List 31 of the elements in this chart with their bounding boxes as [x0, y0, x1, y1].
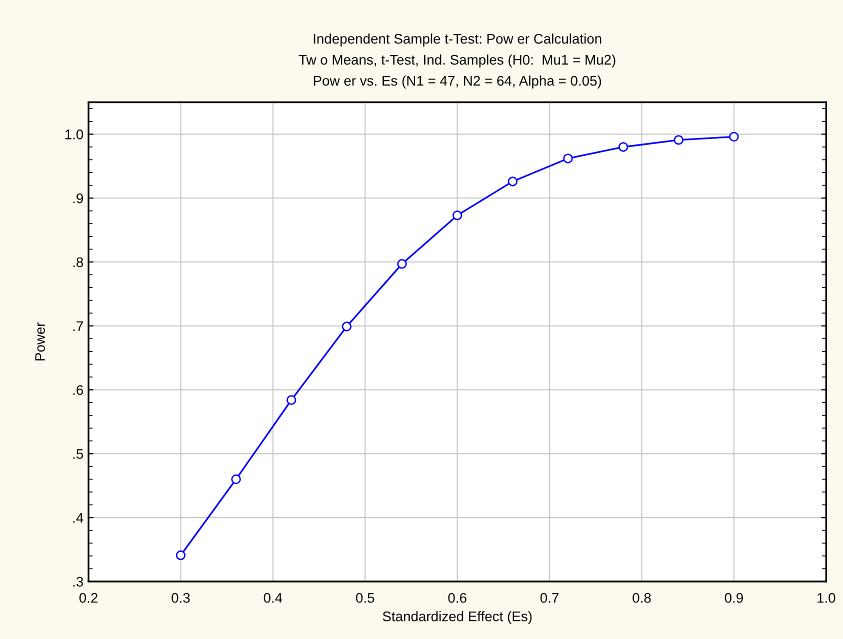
- y-tick-label: .5: [73, 449, 84, 459]
- x-tick-label: 0.6: [448, 592, 466, 603]
- x-tick-label: 0.3: [172, 592, 190, 603]
- point: [286, 395, 296, 405]
- y-tick-label: 1.0: [65, 130, 84, 140]
- point: [729, 132, 739, 142]
- point: [397, 259, 407, 269]
- y-axis-title: Power: [35, 322, 45, 360]
- x-tick-label: 0.7: [540, 592, 558, 603]
- y-tick-label: .9: [73, 193, 83, 204]
- x-tick-label: 0.2: [79, 592, 98, 603]
- point: [342, 322, 352, 332]
- y-tick-label: .4: [73, 513, 84, 523]
- point: [508, 176, 518, 186]
- point: [452, 210, 462, 220]
- x-tick-label: 1.0: [818, 592, 836, 603]
- point: [563, 154, 573, 164]
- chart-title: Independent Sample t-Test: Pow er Calculation Tw o Means, t-Test, Ind. Samples (H0: Mu1 = Mu2) Pow er vs. Es (N1 = 47, N2 = 64, Alpha = 0.05): [298, 34, 616, 88]
- point: [674, 135, 684, 145]
- x-tick-label: 0.4: [264, 592, 282, 603]
- x-tick-label: 0.8: [632, 592, 651, 603]
- y-tick-label: .3: [73, 576, 84, 587]
- point: [231, 474, 241, 484]
- x-tick-label: 0.5: [356, 592, 374, 603]
- y-tick-label: .6: [73, 385, 84, 395]
- point: [176, 550, 186, 560]
- x-tick-label: 0.9: [724, 592, 743, 603]
- x-axis-title: Standardized Effect (Es): [382, 611, 532, 624]
- point: [618, 142, 628, 152]
- y-tick-label: .7: [73, 321, 83, 331]
- y-tick-label: .8: [73, 257, 84, 268]
